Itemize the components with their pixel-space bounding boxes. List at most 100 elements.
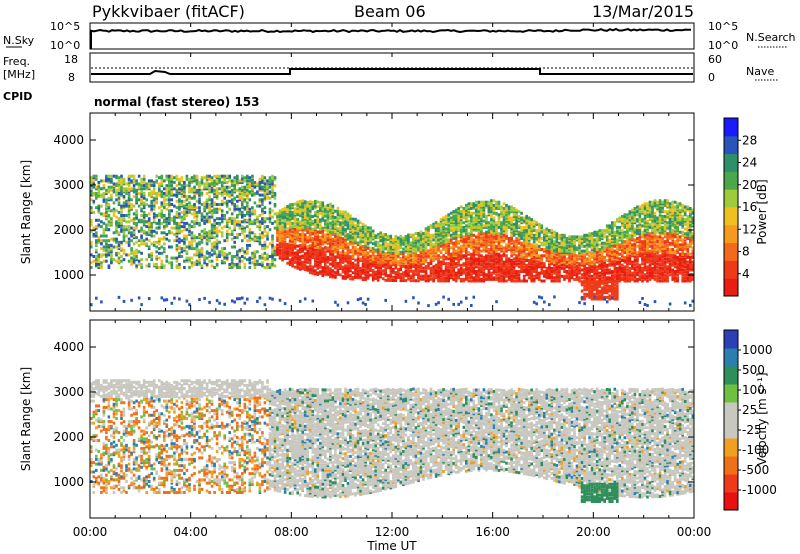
echo-cell xyxy=(127,184,131,188)
echo-cell xyxy=(432,276,435,280)
echo-cell xyxy=(429,258,433,262)
echo-cell xyxy=(364,278,367,282)
echo-cell xyxy=(314,251,317,255)
echo-cell xyxy=(291,229,294,233)
echo-cell xyxy=(188,204,191,208)
echo-cell xyxy=(397,238,400,242)
echo-cell xyxy=(205,234,209,238)
echo-cell xyxy=(291,217,294,221)
echo-cell xyxy=(437,238,440,242)
echo-cell xyxy=(502,208,506,212)
echo-cell xyxy=(95,234,98,238)
echo-cell xyxy=(142,193,146,197)
echo-cell xyxy=(495,203,498,207)
echo-cell xyxy=(449,276,453,280)
echo-cell xyxy=(341,223,345,227)
echo-cell xyxy=(371,264,375,268)
echo-cell xyxy=(263,185,267,189)
echo-cell xyxy=(477,263,481,267)
echo-cell xyxy=(230,201,234,205)
echo-cell xyxy=(392,245,395,249)
echo-cell xyxy=(100,239,103,243)
echo-cell xyxy=(135,188,138,192)
echo-cell xyxy=(520,266,523,270)
echo-cell xyxy=(271,190,274,194)
echo-cell xyxy=(263,229,267,233)
echo-cell xyxy=(147,297,151,301)
echo-cell xyxy=(286,261,289,265)
echo-cell xyxy=(339,216,342,220)
echo-cell xyxy=(437,257,440,261)
echo-cell xyxy=(218,223,221,227)
echo-cell xyxy=(510,240,513,244)
echo-cell xyxy=(293,265,297,269)
echo-cell xyxy=(507,262,511,266)
echo-cell xyxy=(243,234,247,238)
echo-cell xyxy=(515,262,518,266)
echo-cell xyxy=(359,227,362,231)
echo-cell xyxy=(168,214,171,217)
echo-cell xyxy=(236,207,239,211)
echo-cell xyxy=(427,252,430,256)
echo-cell xyxy=(482,279,486,283)
echo-cell xyxy=(505,279,508,283)
echo-cell xyxy=(193,187,196,191)
echo-cell xyxy=(414,255,418,259)
echo-cell xyxy=(291,212,294,216)
echo-cell xyxy=(515,227,518,231)
echo-cell xyxy=(158,237,161,241)
echo-cell xyxy=(374,273,377,277)
echo-cell xyxy=(419,274,423,278)
echo-cell xyxy=(470,235,473,239)
echo-cell xyxy=(208,190,211,194)
echo-cell xyxy=(266,179,269,183)
echo-cell xyxy=(371,272,375,276)
echo-cell xyxy=(288,241,292,245)
echo-cell xyxy=(462,229,466,232)
echo-cell xyxy=(155,255,158,258)
echo-cell xyxy=(314,228,317,232)
echo-cell xyxy=(281,214,284,218)
echo-cell xyxy=(369,259,372,263)
echo-cell xyxy=(175,226,179,230)
echo-cell xyxy=(522,248,526,251)
echo-cell xyxy=(324,253,327,257)
echo-cell xyxy=(135,255,138,258)
echo-cell xyxy=(188,196,191,200)
echo-cell xyxy=(465,233,468,237)
echo-cell xyxy=(236,188,239,192)
echo-cell xyxy=(548,303,551,307)
echo-cell xyxy=(308,267,312,271)
echo-cell xyxy=(178,179,181,183)
echo-cell xyxy=(107,190,111,194)
echo-cell xyxy=(296,255,299,259)
echo-cell xyxy=(208,218,211,222)
echo-cell xyxy=(261,262,264,266)
echo-cell xyxy=(208,206,211,210)
echo-cell xyxy=(132,184,136,188)
echo-cell xyxy=(195,192,199,195)
echo-cell xyxy=(243,193,247,197)
echo-cell xyxy=(120,190,123,194)
echo-cell xyxy=(490,208,493,212)
echo-cell xyxy=(454,251,458,255)
echo-cell xyxy=(253,250,257,254)
echo-cell xyxy=(298,234,302,238)
echo-cell xyxy=(505,205,508,209)
echo-cell xyxy=(462,235,466,239)
echo-cell xyxy=(97,193,101,197)
nsky-tick-bottom: 10^0 xyxy=(50,39,80,52)
echo-cell xyxy=(392,256,395,260)
echo-cell xyxy=(243,301,247,305)
echo-cell xyxy=(175,199,179,203)
echo-cell xyxy=(394,238,398,242)
echo-cell xyxy=(399,268,403,272)
echo-cell xyxy=(268,242,272,246)
echo-cell xyxy=(344,234,347,238)
echo-cell xyxy=(480,243,483,247)
echo-cell xyxy=(256,190,259,194)
echo-cell xyxy=(273,176,277,180)
echo-cell xyxy=(283,236,287,240)
echo-cell xyxy=(102,245,106,249)
echo-cell xyxy=(389,256,393,260)
